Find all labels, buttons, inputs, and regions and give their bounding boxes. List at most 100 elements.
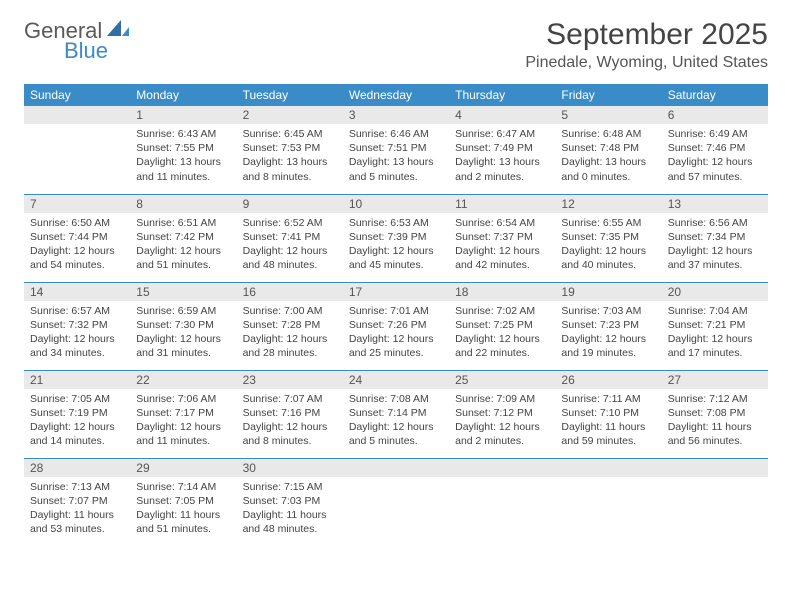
sunrise-text: Sunrise: 6:51 AM xyxy=(136,216,230,230)
calendar-cell: 17Sunrise: 7:01 AMSunset: 7:26 PMDayligh… xyxy=(343,282,449,370)
sunrise-text: Sunrise: 7:06 AM xyxy=(136,392,230,406)
sunrise-text: Sunrise: 7:01 AM xyxy=(349,304,443,318)
calendar-cell: 7Sunrise: 6:50 AMSunset: 7:44 PMDaylight… xyxy=(24,194,130,282)
day-number: 14 xyxy=(24,283,130,301)
calendar-cell: 25Sunrise: 7:09 AMSunset: 7:12 PMDayligh… xyxy=(449,370,555,458)
weekday-header: Saturday xyxy=(662,84,768,106)
calendar-cell: 18Sunrise: 7:02 AMSunset: 7:25 PMDayligh… xyxy=(449,282,555,370)
day-content: Sunrise: 7:11 AMSunset: 7:10 PMDaylight:… xyxy=(555,389,661,453)
daylight-text: Daylight: 12 hours and 45 minutes. xyxy=(349,244,443,272)
day-number: 17 xyxy=(343,283,449,301)
day-content: Sunrise: 7:02 AMSunset: 7:25 PMDaylight:… xyxy=(449,301,555,365)
sunset-text: Sunset: 7:49 PM xyxy=(455,141,549,155)
day-number: 28 xyxy=(24,459,130,477)
day-content: Sunrise: 6:57 AMSunset: 7:32 PMDaylight:… xyxy=(24,301,130,365)
calendar-cell xyxy=(555,458,661,546)
day-number: 11 xyxy=(449,195,555,213)
calendar-table: SundayMondayTuesdayWednesdayThursdayFrid… xyxy=(24,84,768,546)
day-content: Sunrise: 7:08 AMSunset: 7:14 PMDaylight:… xyxy=(343,389,449,453)
day-number: 1 xyxy=(130,106,236,124)
sunset-text: Sunset: 7:28 PM xyxy=(243,318,337,332)
day-content: Sunrise: 6:52 AMSunset: 7:41 PMDaylight:… xyxy=(237,213,343,277)
logo: General Blue xyxy=(24,18,129,64)
calendar-cell: 26Sunrise: 7:11 AMSunset: 7:10 PMDayligh… xyxy=(555,370,661,458)
daylight-text: Daylight: 12 hours and 8 minutes. xyxy=(243,420,337,448)
sunset-text: Sunset: 7:23 PM xyxy=(561,318,655,332)
sunset-text: Sunset: 7:17 PM xyxy=(136,406,230,420)
calendar-cell: 14Sunrise: 6:57 AMSunset: 7:32 PMDayligh… xyxy=(24,282,130,370)
day-number: 16 xyxy=(237,283,343,301)
calendar-cell: 24Sunrise: 7:08 AMSunset: 7:14 PMDayligh… xyxy=(343,370,449,458)
sunrise-text: Sunrise: 7:04 AM xyxy=(668,304,762,318)
sunset-text: Sunset: 7:46 PM xyxy=(668,141,762,155)
day-content: Sunrise: 6:43 AMSunset: 7:55 PMDaylight:… xyxy=(130,124,236,188)
day-content: Sunrise: 7:15 AMSunset: 7:03 PMDaylight:… xyxy=(237,477,343,541)
daylight-text: Daylight: 12 hours and 22 minutes. xyxy=(455,332,549,360)
day-content: Sunrise: 6:54 AMSunset: 7:37 PMDaylight:… xyxy=(449,213,555,277)
day-content: Sunrise: 7:09 AMSunset: 7:12 PMDaylight:… xyxy=(449,389,555,453)
sunrise-text: Sunrise: 6:45 AM xyxy=(243,127,337,141)
sunset-text: Sunset: 7:34 PM xyxy=(668,230,762,244)
calendar-cell: 12Sunrise: 6:55 AMSunset: 7:35 PMDayligh… xyxy=(555,194,661,282)
day-number: 18 xyxy=(449,283,555,301)
day-number-empty xyxy=(449,459,555,477)
calendar-cell: 29Sunrise: 7:14 AMSunset: 7:05 PMDayligh… xyxy=(130,458,236,546)
calendar-week: 21Sunrise: 7:05 AMSunset: 7:19 PMDayligh… xyxy=(24,370,768,458)
daylight-text: Daylight: 12 hours and 37 minutes. xyxy=(668,244,762,272)
day-number: 21 xyxy=(24,371,130,389)
sunrise-text: Sunrise: 7:12 AM xyxy=(668,392,762,406)
day-number: 23 xyxy=(237,371,343,389)
day-content: Sunrise: 6:59 AMSunset: 7:30 PMDaylight:… xyxy=(130,301,236,365)
daylight-text: Daylight: 12 hours and 42 minutes. xyxy=(455,244,549,272)
sunset-text: Sunset: 7:30 PM xyxy=(136,318,230,332)
daylight-text: Daylight: 12 hours and 2 minutes. xyxy=(455,420,549,448)
day-content: Sunrise: 6:49 AMSunset: 7:46 PMDaylight:… xyxy=(662,124,768,188)
day-content: Sunrise: 6:51 AMSunset: 7:42 PMDaylight:… xyxy=(130,213,236,277)
location: Pinedale, Wyoming, United States xyxy=(525,54,768,72)
weekday-header: Monday xyxy=(130,84,236,106)
sunrise-text: Sunrise: 7:09 AM xyxy=(455,392,549,406)
sunset-text: Sunset: 7:12 PM xyxy=(455,406,549,420)
sunrise-text: Sunrise: 6:52 AM xyxy=(243,216,337,230)
day-content: Sunrise: 6:45 AMSunset: 7:53 PMDaylight:… xyxy=(237,124,343,188)
sunrise-text: Sunrise: 6:50 AM xyxy=(30,216,124,230)
day-number: 7 xyxy=(24,195,130,213)
sunrise-text: Sunrise: 6:48 AM xyxy=(561,127,655,141)
calendar-cell xyxy=(343,458,449,546)
daylight-text: Daylight: 11 hours and 51 minutes. xyxy=(136,508,230,536)
sunrise-text: Sunrise: 6:57 AM xyxy=(30,304,124,318)
calendar-week: 1Sunrise: 6:43 AMSunset: 7:55 PMDaylight… xyxy=(24,106,768,194)
daylight-text: Daylight: 11 hours and 56 minutes. xyxy=(668,420,762,448)
sunrise-text: Sunrise: 6:56 AM xyxy=(668,216,762,230)
weekday-header: Wednesday xyxy=(343,84,449,106)
day-number: 19 xyxy=(555,283,661,301)
daylight-text: Daylight: 13 hours and 2 minutes. xyxy=(455,155,549,183)
sunset-text: Sunset: 7:39 PM xyxy=(349,230,443,244)
day-number: 30 xyxy=(237,459,343,477)
calendar-cell: 8Sunrise: 6:51 AMSunset: 7:42 PMDaylight… xyxy=(130,194,236,282)
day-number: 4 xyxy=(449,106,555,124)
weekday-header: Sunday xyxy=(24,84,130,106)
sunset-text: Sunset: 7:07 PM xyxy=(30,494,124,508)
sunset-text: Sunset: 7:21 PM xyxy=(668,318,762,332)
calendar-week: 28Sunrise: 7:13 AMSunset: 7:07 PMDayligh… xyxy=(24,458,768,546)
sunset-text: Sunset: 7:16 PM xyxy=(243,406,337,420)
sunrise-text: Sunrise: 6:54 AM xyxy=(455,216,549,230)
calendar-week: 14Sunrise: 6:57 AMSunset: 7:32 PMDayligh… xyxy=(24,282,768,370)
day-content: Sunrise: 7:05 AMSunset: 7:19 PMDaylight:… xyxy=(24,389,130,453)
sunset-text: Sunset: 7:53 PM xyxy=(243,141,337,155)
day-number: 10 xyxy=(343,195,449,213)
day-content: Sunrise: 7:00 AMSunset: 7:28 PMDaylight:… xyxy=(237,301,343,365)
calendar-week: 7Sunrise: 6:50 AMSunset: 7:44 PMDaylight… xyxy=(24,194,768,282)
calendar-cell: 2Sunrise: 6:45 AMSunset: 7:53 PMDaylight… xyxy=(237,106,343,194)
calendar-cell: 4Sunrise: 6:47 AMSunset: 7:49 PMDaylight… xyxy=(449,106,555,194)
calendar-cell: 22Sunrise: 7:06 AMSunset: 7:17 PMDayligh… xyxy=(130,370,236,458)
day-number-empty xyxy=(662,459,768,477)
day-content: Sunrise: 7:13 AMSunset: 7:07 PMDaylight:… xyxy=(24,477,130,541)
sunrise-text: Sunrise: 6:59 AM xyxy=(136,304,230,318)
day-content: Sunrise: 7:12 AMSunset: 7:08 PMDaylight:… xyxy=(662,389,768,453)
logo-sail-icon xyxy=(107,20,129,43)
calendar-cell: 15Sunrise: 6:59 AMSunset: 7:30 PMDayligh… xyxy=(130,282,236,370)
daylight-text: Daylight: 13 hours and 8 minutes. xyxy=(243,155,337,183)
day-content: Sunrise: 7:14 AMSunset: 7:05 PMDaylight:… xyxy=(130,477,236,541)
